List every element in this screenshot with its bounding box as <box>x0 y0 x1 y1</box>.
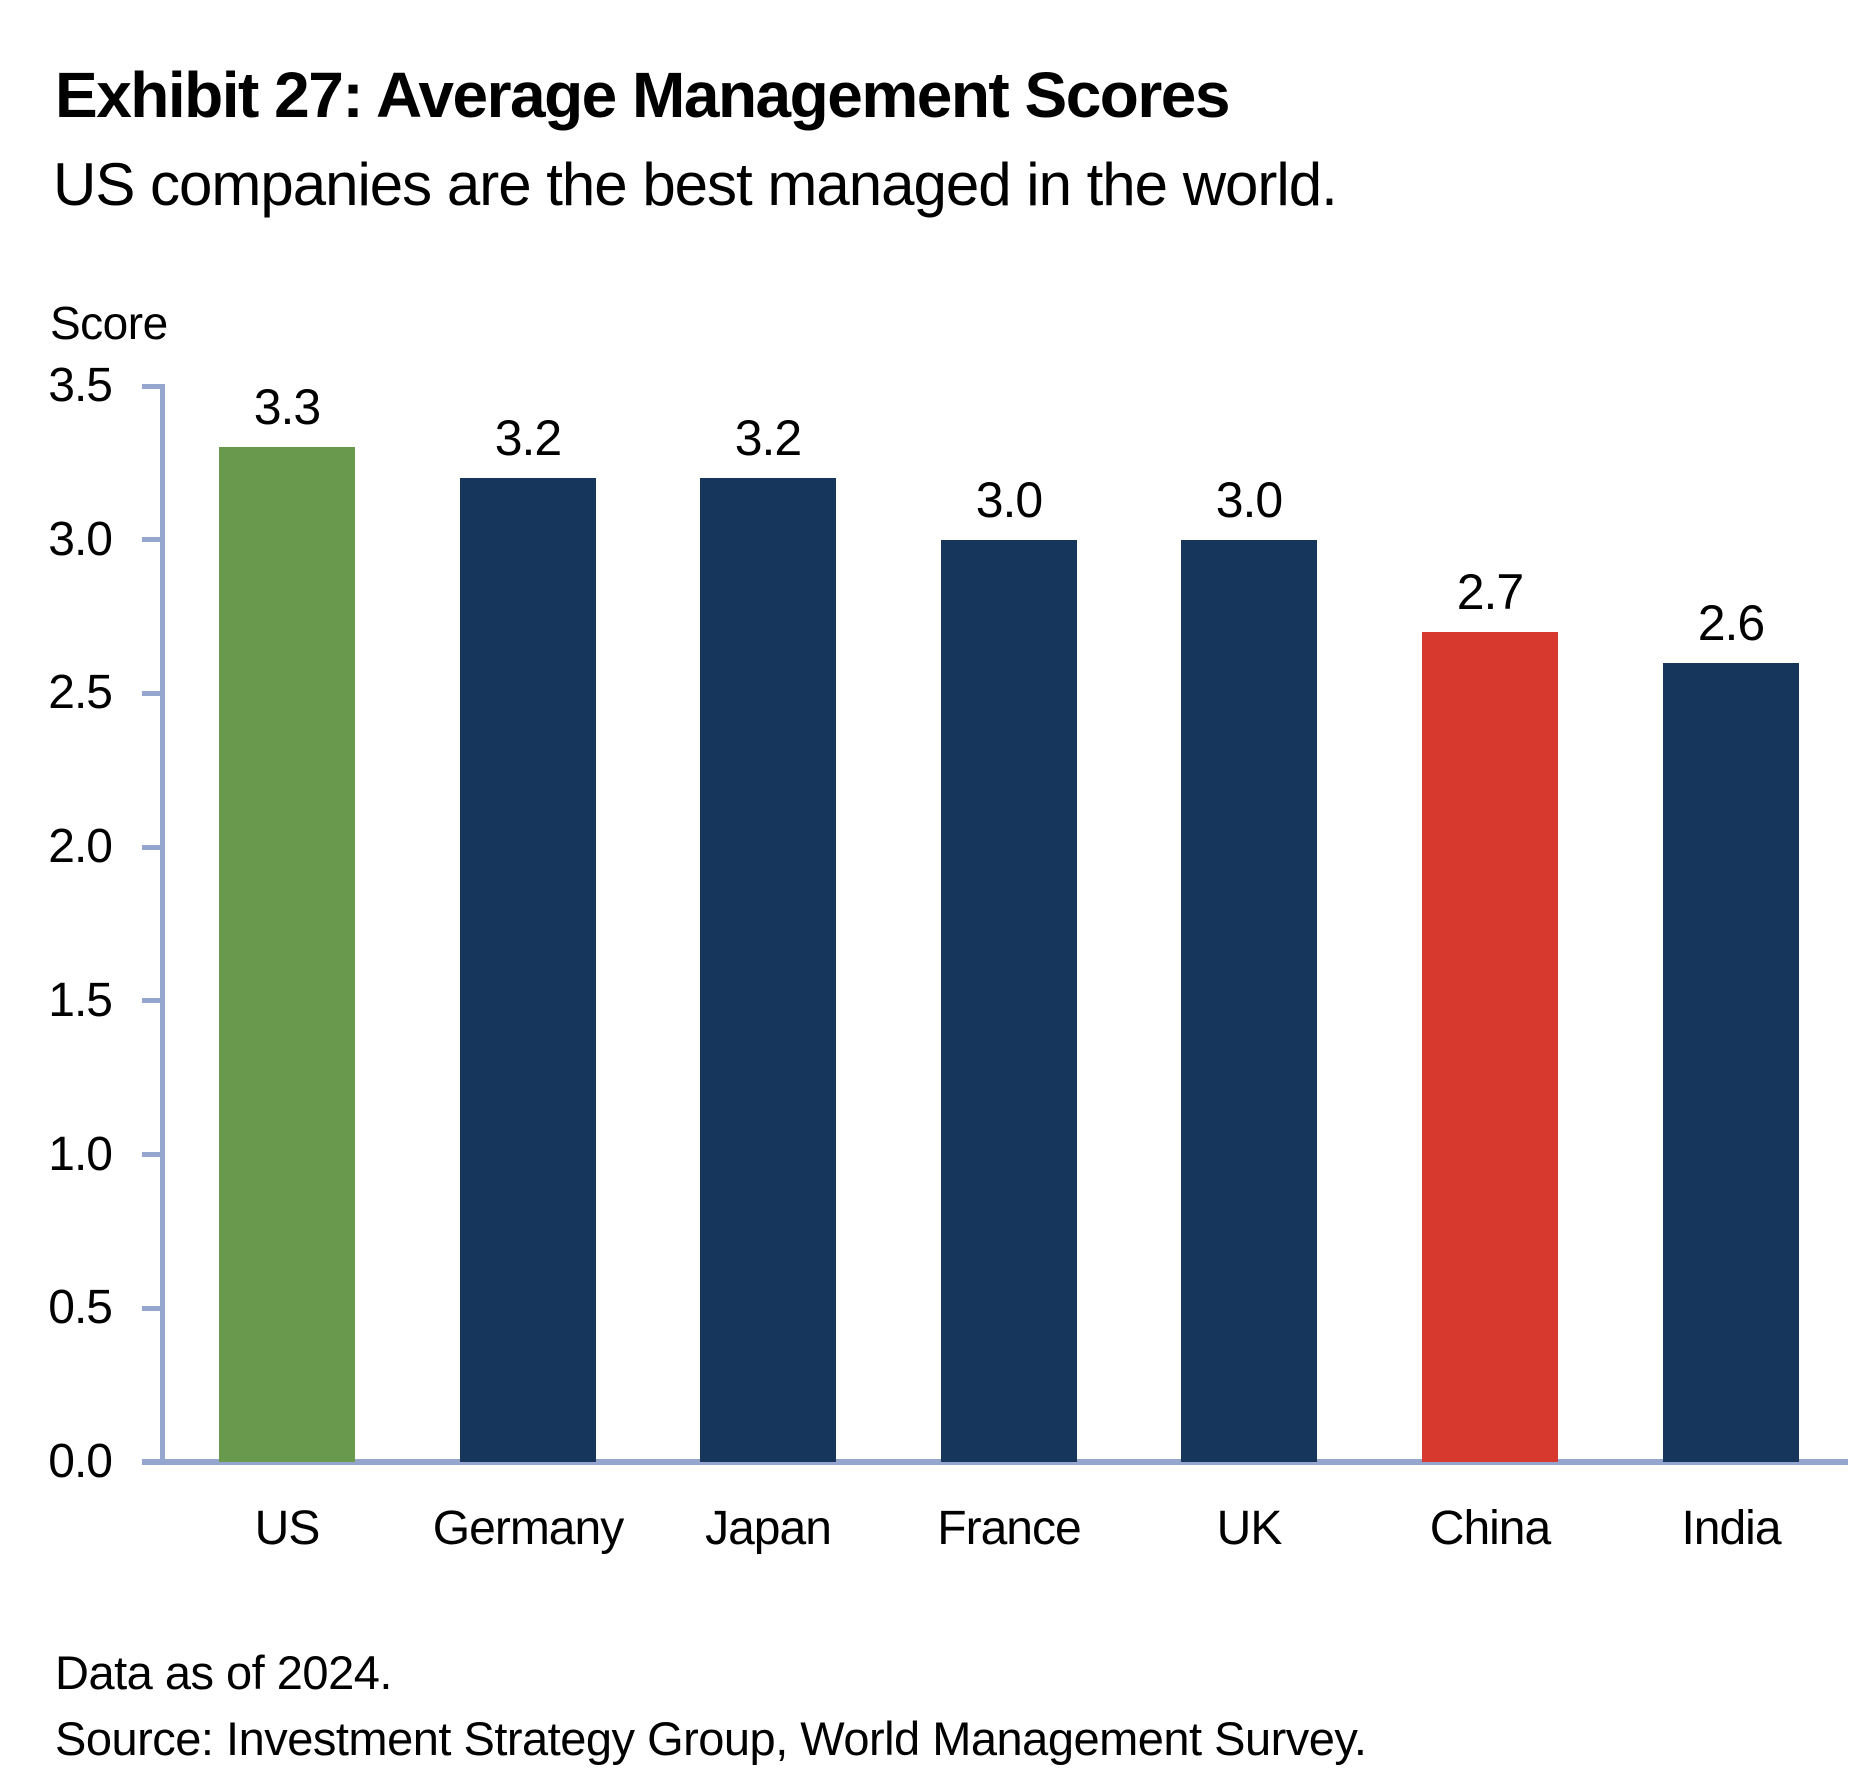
y-tick-mark <box>142 384 165 389</box>
y-tick-mark <box>142 691 165 696</box>
y-tick-label: 1.0 <box>48 1128 113 1181</box>
x-tick-label-france: France <box>937 1502 1081 1555</box>
x-tick-label-japan: Japan <box>705 1502 832 1555</box>
x-tick-label-us: US <box>254 1502 321 1555</box>
exhibit-subtitle: US companies are the best managed in the… <box>53 151 1338 218</box>
footnote-data-as-of: Data as of 2024. <box>55 1646 392 1699</box>
bar-value-germany: 3.2 <box>494 410 563 466</box>
bar-china <box>1422 632 1558 1462</box>
y-tick-label: 2.5 <box>48 666 113 719</box>
y-tick-label: 3.5 <box>48 359 113 412</box>
bar-value-uk: 3.0 <box>1215 472 1284 528</box>
bar-germany <box>460 478 596 1462</box>
y-tick-label: 0.0 <box>48 1435 113 1488</box>
bar-value-india: 2.6 <box>1697 595 1766 651</box>
y-tick-mark <box>142 1306 165 1311</box>
bar-uk <box>1181 540 1317 1462</box>
x-tick-label-india: India <box>1681 1502 1781 1555</box>
y-tick-mark <box>142 1152 165 1157</box>
bar-value-japan: 3.2 <box>734 410 803 466</box>
bar-value-china: 2.7 <box>1456 564 1525 620</box>
y-tick-mark <box>142 998 165 1003</box>
x-tick-label-china: China <box>1429 1502 1551 1555</box>
bar-value-us: 3.3 <box>253 379 322 435</box>
bar-france <box>941 540 1077 1462</box>
y-tick-label: 1.5 <box>48 974 113 1027</box>
bar-india <box>1663 663 1799 1462</box>
exhibit-title: Exhibit 27: Average Management Scores <box>55 59 1230 131</box>
y-tick-label: 2.0 <box>48 820 113 873</box>
bar-japan <box>700 478 836 1462</box>
y-tick-label: 3.0 <box>48 513 113 566</box>
x-tick-label-germany: Germany <box>432 1502 624 1555</box>
y-tick-label: 0.5 <box>48 1281 113 1334</box>
footnotes: Data as of 2024. Source: Investment Stra… <box>55 1640 1367 1772</box>
y-tick-mark <box>142 845 165 850</box>
x-tick-label-uk: UK <box>1216 1502 1283 1555</box>
bar-us <box>219 447 355 1462</box>
x-axis-line <box>142 1459 1848 1465</box>
y-tick-mark <box>142 537 165 542</box>
y-axis-line <box>160 386 165 1462</box>
y-axis-title: Score <box>50 297 168 349</box>
bar-value-france: 3.0 <box>975 472 1044 528</box>
footnote-source: Source: Investment Strategy Group, World… <box>55 1712 1367 1765</box>
